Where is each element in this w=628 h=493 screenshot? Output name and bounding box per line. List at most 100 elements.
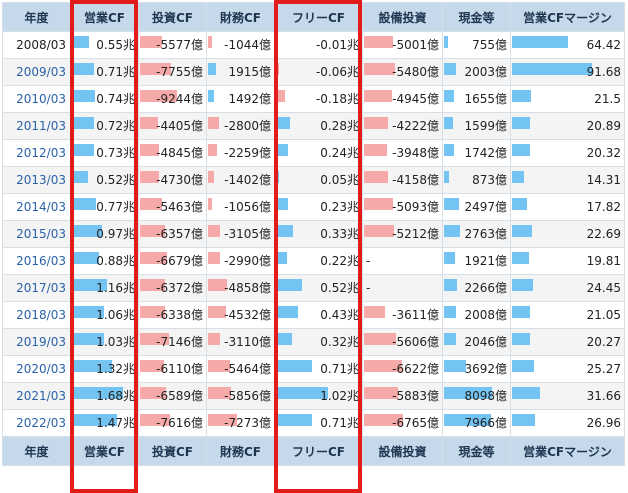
year-link[interactable]: 2020/03 bbox=[2, 355, 71, 383]
investing-cf-bar bbox=[140, 144, 159, 156]
investing-cf-bar bbox=[140, 387, 166, 399]
free-cf-value: 0.23兆 bbox=[320, 200, 359, 214]
year-link[interactable]: 2018/03 bbox=[2, 301, 71, 329]
capex-value: -5480億 bbox=[392, 65, 439, 79]
operating-cf-bar bbox=[72, 198, 96, 210]
investing-cf-value: -4730億 bbox=[156, 173, 203, 187]
investing-cf-value: -6357億 bbox=[156, 227, 203, 241]
investing-cf-bar bbox=[140, 198, 162, 210]
op-cf-margin-cell: 31.66 bbox=[510, 382, 625, 410]
year-link[interactable]: 2021/03 bbox=[2, 382, 71, 410]
free-cf-cell: 0.32兆 bbox=[274, 328, 363, 356]
cash-bar bbox=[444, 414, 491, 426]
year-link[interactable]: 2022/03 bbox=[2, 409, 71, 437]
free-cf-value: 0.52兆 bbox=[320, 281, 359, 295]
investing-cf-bar bbox=[140, 117, 158, 129]
investing-cf-value: -7616億 bbox=[156, 416, 203, 430]
header-row-bottom: 年度 営業CF 投資CF 財務CF フリーCF 設備投資 現金等 営業CFマージン bbox=[2, 436, 625, 466]
free-cf-value: 0.24兆 bbox=[320, 146, 359, 160]
free-cf-bar bbox=[276, 360, 312, 372]
free-cf-bar bbox=[276, 279, 302, 291]
year-link[interactable]: 2013/03 bbox=[2, 166, 71, 194]
cash-cell: 1655億 bbox=[442, 85, 511, 113]
capex-value: -5093億 bbox=[392, 200, 439, 214]
op-cf-margin-bar bbox=[512, 117, 530, 129]
financing-cf-bar bbox=[208, 252, 220, 264]
year-link[interactable]: 2014/03 bbox=[2, 193, 71, 221]
year-link[interactable]: 2010/03 bbox=[2, 85, 71, 113]
op-cf-margin-value: 21.5 bbox=[594, 92, 621, 106]
free-cf-bar bbox=[276, 63, 279, 75]
header-financing-cf: 財務CF bbox=[206, 2, 275, 32]
operating-cf-value: 1.06兆 bbox=[96, 308, 135, 322]
op-cf-margin-value: 17.82 bbox=[586, 200, 621, 214]
op-cf-margin-cell: 24.45 bbox=[510, 274, 625, 302]
cash-cell: 873億 bbox=[442, 166, 511, 194]
cashflow-table: 年度 営業CF 投資CF 財務CF フリーCF 設備投資 現金等 営業CFマージン 2008/… bbox=[2, 2, 625, 466]
op-cf-margin-bar bbox=[512, 90, 531, 102]
capex-value: -4222億 bbox=[392, 119, 439, 133]
capex-value: -5001億 bbox=[392, 38, 439, 52]
header-year: 年度 bbox=[2, 2, 71, 32]
table-row: 2017/03 1.16兆 -6372億 -4858億 0.52兆 - 2266億 24.45 bbox=[2, 274, 625, 302]
table-row: 2021/03 1.68兆 -6589億 -5856億 1.02兆 -5883億 8098億… bbox=[2, 382, 625, 410]
header-cash: 現金等 bbox=[442, 2, 511, 32]
op-cf-margin-value: 25.27 bbox=[586, 362, 621, 376]
operating-cf-bar bbox=[72, 387, 123, 399]
year-link[interactable]: 2011/03 bbox=[2, 112, 71, 140]
table-row: 2016/03 0.88兆 -6679億 -2990億 0.22兆 - 1921億 19.81 bbox=[2, 247, 625, 275]
financing-cf-value: -7273億 bbox=[224, 416, 271, 430]
operating-cf-value: 0.88兆 bbox=[96, 254, 135, 268]
year-link[interactable]: 2019/03 bbox=[2, 328, 71, 356]
operating-cf-value: 1.68兆 bbox=[96, 389, 135, 403]
free-cf-cell: 0.71兆 bbox=[274, 409, 363, 437]
operating-cf-value: 0.55兆 bbox=[96, 38, 135, 52]
financing-cf-cell: -2990億 bbox=[206, 247, 275, 275]
financing-cf-cell: -7273億 bbox=[206, 409, 275, 437]
cash-cell: 2008億 bbox=[442, 301, 511, 329]
capex-value: -4945億 bbox=[392, 92, 439, 106]
operating-cf-value: 0.72兆 bbox=[96, 119, 135, 133]
free-cf-cell: 0.43兆 bbox=[274, 301, 363, 329]
operating-cf-bar bbox=[72, 360, 112, 372]
free-cf-value: 0.22兆 bbox=[320, 254, 359, 268]
year-link[interactable]: 2015/03 bbox=[2, 220, 71, 248]
year-link[interactable]: 2012/03 bbox=[2, 139, 71, 167]
op-cf-margin-cell: 22.69 bbox=[510, 220, 625, 248]
free-cf-cell: 0.05兆 bbox=[274, 166, 363, 194]
free-cf-cell: 0.28兆 bbox=[274, 112, 363, 140]
capex-cell: -5212億 bbox=[362, 220, 443, 248]
operating-cf-bar bbox=[72, 414, 117, 426]
financing-cf-bar bbox=[208, 279, 227, 291]
header-investing-cf: 投資CF bbox=[138, 436, 207, 466]
op-cf-margin-bar bbox=[512, 36, 568, 48]
operating-cf-bar bbox=[72, 279, 107, 291]
free-cf-cell: -0.18兆 bbox=[274, 85, 363, 113]
capex-bar bbox=[364, 36, 393, 48]
investing-cf-value: -7755億 bbox=[156, 65, 203, 79]
operating-cf-cell: 0.55兆 bbox=[70, 31, 139, 59]
op-cf-margin-cell: 17.82 bbox=[510, 193, 625, 221]
cash-bar bbox=[444, 144, 454, 156]
cash-value: 1742億 bbox=[464, 146, 507, 160]
financing-cf-bar bbox=[208, 90, 214, 102]
capex-value: -5883億 bbox=[392, 389, 439, 403]
no-data-dash: - bbox=[366, 281, 371, 295]
free-cf-bar bbox=[276, 198, 288, 210]
op-cf-margin-value: 31.66 bbox=[586, 389, 621, 403]
operating-cf-value: 1.16兆 bbox=[96, 281, 135, 295]
investing-cf-value: -4405億 bbox=[156, 119, 203, 133]
cash-bar bbox=[444, 225, 460, 237]
op-cf-margin-bar bbox=[512, 360, 534, 372]
year-link[interactable]: 2016/03 bbox=[2, 247, 71, 275]
op-cf-margin-bar bbox=[512, 414, 535, 426]
capex-value: -3611億 bbox=[392, 308, 439, 322]
year-link[interactable]: 2017/03 bbox=[2, 274, 71, 302]
investing-cf-cell: -5463億 bbox=[138, 193, 207, 221]
year-link[interactable]: 2009/03 bbox=[2, 58, 71, 86]
capex-cell: -5883億 bbox=[362, 382, 443, 410]
investing-cf-bar bbox=[140, 306, 165, 318]
operating-cf-bar bbox=[72, 252, 99, 264]
capex-bar bbox=[364, 198, 393, 210]
cash-value: 1921億 bbox=[464, 254, 507, 268]
